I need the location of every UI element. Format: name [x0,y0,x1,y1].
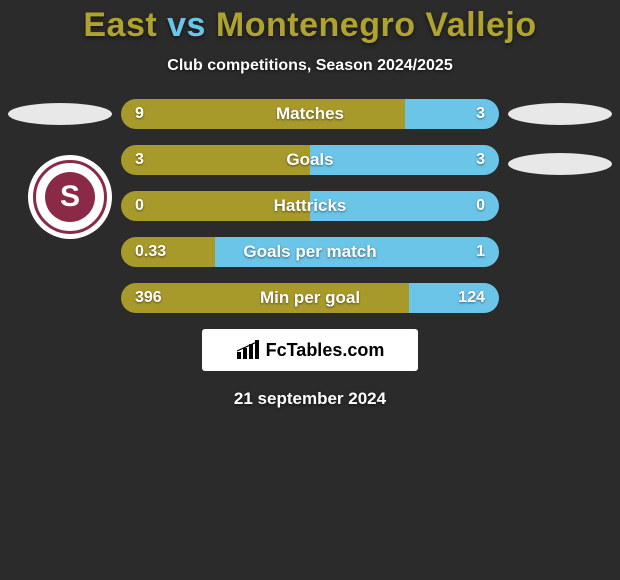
stat-row: 33Goals [121,145,499,175]
right-team-placeholder-icon [508,103,612,125]
stat-bar-left [121,237,215,267]
stat-bar-left [121,283,409,313]
stat-bar-left [121,145,310,175]
stat-bar-right [310,191,499,221]
stats-bars: 93Matches 33Goals 00Hattricks 0.331Goals pe… [121,99,499,313]
stat-bar-right [405,99,500,129]
page-title: East vs Montenegro Vallejo [0,0,620,45]
left-team-badge-icon: S [28,155,112,239]
stat-row: 93Matches [121,99,499,129]
subtitle: Club competitions, Season 2024/2025 [0,57,620,75]
stat-bar-right [215,237,499,267]
stat-bar-left [121,99,405,129]
left-team-placeholder-icon [8,103,112,125]
branding-text: FcTables.com [266,340,385,361]
badge-letter: S [45,172,95,222]
date-text: 21 september 2024 [0,389,620,409]
right-team-placeholder-icon [508,153,612,175]
stat-row: 00Hattricks [121,191,499,221]
title-vs: vs [167,6,206,44]
branding-badge: FcTables.com [202,329,418,371]
stat-bar-right [310,145,499,175]
stat-row: 0.331Goals per match [121,237,499,267]
title-left: East [83,6,157,44]
title-right: Montenegro Vallejo [216,6,537,44]
stat-bar-right [409,283,499,313]
content-area: S 93Matches 33Goals 00Hattricks 0.331Goals … [0,99,620,409]
stat-row: 396124Min per goal [121,283,499,313]
stat-bar-left [121,191,310,221]
bar-chart-icon [236,340,260,360]
